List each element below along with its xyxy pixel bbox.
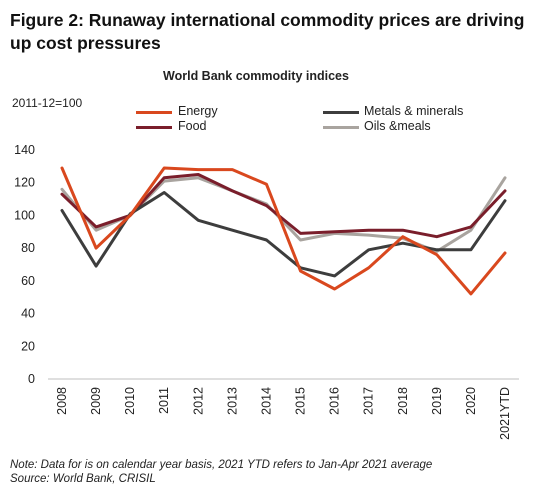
legend-swatch-metals [323, 111, 359, 114]
x-tick-label: 2013 [225, 387, 239, 415]
figure-title: Figure 2: Runaway international commodit… [10, 10, 525, 53]
x-tick-label: 2020 [464, 387, 478, 415]
x-tick-label: 2018 [396, 387, 410, 415]
y-tick-label: 100 [14, 208, 35, 222]
x-tick-label: 2008 [55, 387, 69, 415]
x-tick-label: 2019 [430, 387, 444, 415]
y-unit-label: 2011-12=100 [12, 96, 83, 110]
legend-label-energy: Energy [178, 104, 218, 118]
series-line-metals [60, 191, 507, 278]
x-tick-label: 2014 [259, 387, 273, 415]
x-tick-label: 2017 [362, 387, 376, 415]
legend-label-food: Food [178, 119, 207, 133]
x-tick-label: 2012 [191, 387, 205, 415]
y-tick-label: 60 [21, 274, 35, 288]
chart-notes: Note: Data for is on calendar year basis… [10, 458, 432, 486]
legend-swatch-oils [323, 126, 359, 129]
chart-title: World Bank commodity indices [163, 69, 349, 83]
legend-swatch-energy [136, 111, 172, 114]
y-tick-label: 80 [21, 241, 35, 255]
x-tick-label: 2011 [157, 387, 171, 414]
source-line: Source: World Bank, CRISIL [10, 473, 156, 485]
y-tick-label: 40 [21, 307, 35, 321]
x-tick-label: 2009 [89, 387, 103, 415]
y-tick-label: 0 [28, 372, 35, 386]
legend-swatch-food [136, 126, 172, 129]
y-tick-label: 140 [14, 143, 35, 157]
note-line: Note: Data for is on calendar year basis… [10, 459, 433, 471]
legend-label-metals: Metals & minerals [364, 104, 464, 118]
y-tick-label: 20 [21, 339, 35, 353]
series-line-energy [60, 166, 507, 296]
x-tick-label: 2015 [294, 387, 308, 415]
y-tick-label: 120 [14, 176, 35, 190]
x-tick-label: 2016 [328, 387, 342, 415]
legend-label-oils: Oils &meals [364, 119, 431, 133]
x-tick-label: 2010 [123, 387, 137, 415]
x-tick-label: 2021YTD [498, 387, 512, 440]
